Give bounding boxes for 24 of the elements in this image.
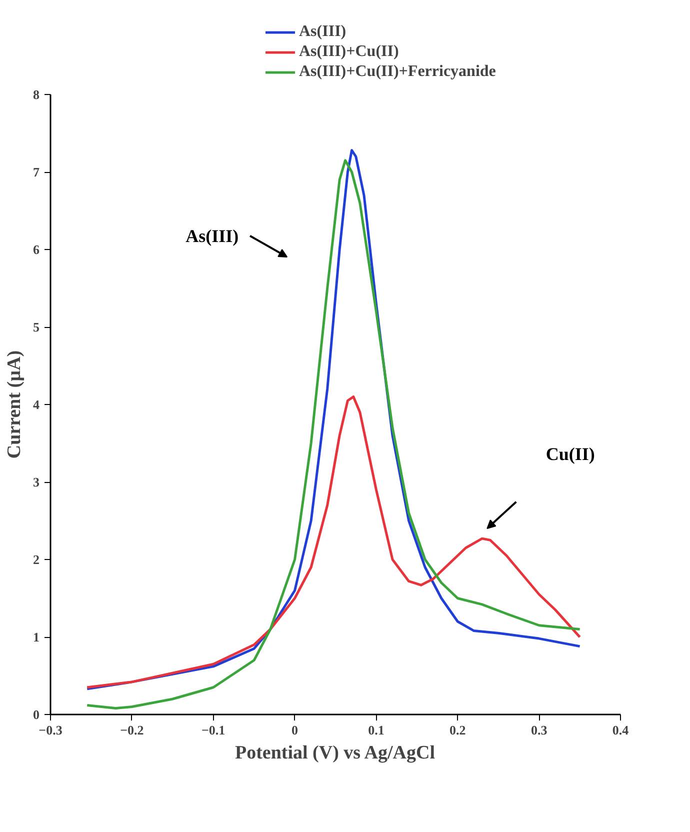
y-tick-label: 1: [33, 630, 40, 644]
x-tick-label: 0: [292, 722, 298, 738]
legend-label: As(III): [299, 23, 346, 41]
y-tick-label: 4: [33, 397, 40, 412]
y-tick-label: 0: [33, 707, 40, 722]
x-tick-label: 0.3: [530, 722, 548, 738]
annotation: Cu(II): [546, 444, 595, 464]
y-tick-label: 7: [33, 164, 40, 180]
x-tick-label: 0.2: [450, 722, 466, 738]
y-axis-title: Current (µA): [4, 350, 25, 459]
x-tick-label: −0.1: [202, 722, 226, 738]
y-tick-label: 2: [33, 552, 40, 567]
x-tick-label: −0.2: [120, 722, 144, 738]
x-tick-label: −0.3: [38, 722, 63, 738]
y-tick-label: 6: [33, 242, 40, 257]
annotation: As(III): [186, 226, 239, 246]
y-tick-label: 8: [33, 87, 40, 102]
x-tick-label: 0.1: [368, 722, 384, 738]
x-tick-label: 0.4: [612, 722, 630, 738]
legend-label: As(III)+Cu(II)+Ferricyanide: [299, 63, 496, 81]
y-tick-label: 5: [33, 320, 40, 334]
y-tick-label: 3: [33, 474, 40, 490]
legend-label: As(III)+Cu(II): [299, 43, 399, 61]
x-axis-title: Potential (V) vs Ag/AgCl: [234, 742, 435, 764]
